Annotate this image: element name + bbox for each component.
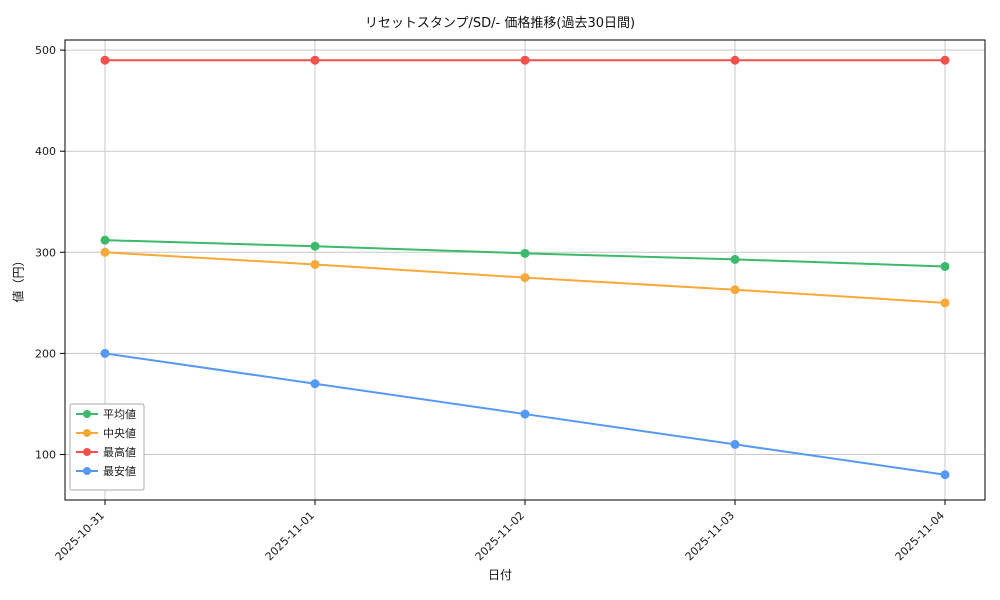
legend-label-0: 平均値 — [103, 408, 136, 421]
chart-title: リセットスタンプ/SD/- 価格推移(過去30日間) — [364, 16, 636, 31]
series-marker-0 — [310, 241, 320, 251]
series-marker-1 — [520, 273, 530, 283]
series-marker-0 — [940, 261, 950, 271]
x-tick-label: 2025-11-02 — [473, 509, 527, 563]
legend-marker-3 — [83, 467, 91, 475]
series-marker-3 — [940, 470, 950, 480]
x-axis-label: 日付 — [487, 568, 512, 582]
y-tick-label: 300 — [35, 246, 56, 259]
series-marker-3 — [520, 409, 530, 419]
legend-marker-1 — [83, 429, 91, 437]
series-marker-0 — [730, 254, 740, 264]
series-marker-1 — [730, 285, 740, 295]
x-tick-label: 2025-11-01 — [263, 509, 317, 563]
legend-label-1: 中央値 — [103, 427, 136, 440]
series-marker-2 — [520, 55, 530, 65]
y-tick-label: 100 — [35, 449, 56, 462]
legend-marker-2 — [83, 448, 91, 456]
x-tick-label: 2025-11-03 — [683, 509, 737, 563]
legend-label-3: 最安値 — [103, 464, 136, 478]
y-tick-label: 200 — [35, 347, 56, 360]
y-tick-label: 500 — [35, 44, 56, 57]
y-axis-label: 値（円） — [11, 254, 26, 303]
series-marker-2 — [310, 55, 320, 65]
legend-marker-0 — [83, 410, 91, 418]
series-marker-1 — [100, 247, 110, 257]
series-marker-1 — [310, 259, 320, 269]
series-marker-0 — [100, 235, 110, 245]
series-marker-3 — [100, 348, 110, 358]
series-marker-2 — [100, 55, 110, 65]
series-marker-3 — [310, 379, 320, 389]
x-tick-label: 2025-10-31 — [53, 509, 107, 563]
legend-label-2: 最高値 — [103, 445, 136, 459]
series-marker-0 — [520, 248, 530, 258]
series-marker-2 — [940, 55, 950, 65]
series-marker-3 — [730, 439, 740, 449]
series-marker-2 — [730, 55, 740, 65]
y-tick-label: 400 — [35, 145, 56, 158]
x-tick-label: 2025-11-04 — [893, 509, 947, 563]
series-marker-1 — [940, 298, 950, 308]
